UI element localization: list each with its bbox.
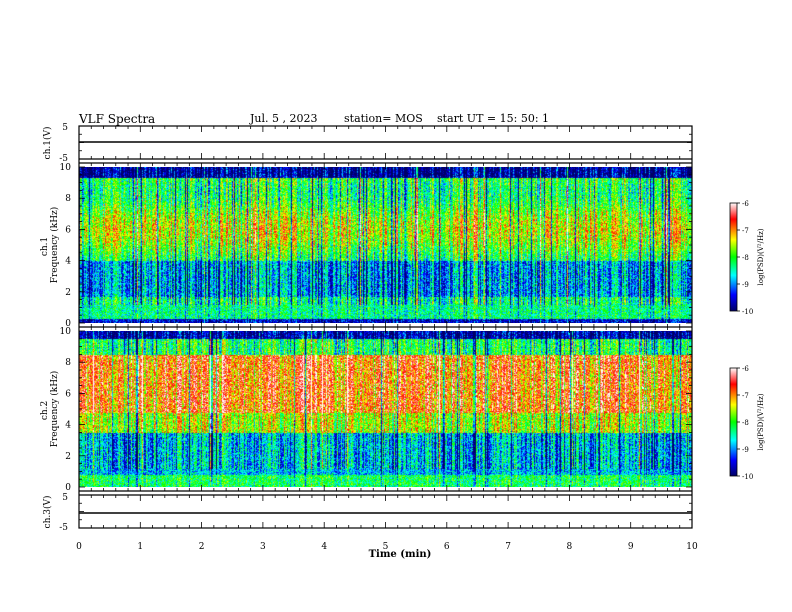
ch2-spectrogram-ylabel: ch.2 Frequency (kHz) bbox=[40, 371, 60, 448]
colorbar-tick-label: -8 bbox=[742, 254, 749, 262]
frequency-tick-label: 8 bbox=[65, 194, 71, 204]
ch2-colorbar-label: log(PSD)(V²/Hz) bbox=[757, 393, 765, 450]
colorbar-tick-label: -7 bbox=[742, 227, 749, 235]
colorbar-tick-label: -10 bbox=[742, 308, 753, 316]
ch1-spectrogram-ylabel-line1: ch.1 bbox=[40, 237, 50, 256]
ch2-colorbar-ticks: -6 -7 -8 -9 -10 bbox=[737, 365, 753, 481]
time-tick-label: 4 bbox=[321, 542, 327, 552]
frequency-tick-label: 8 bbox=[65, 358, 71, 368]
ch1-spectrogram-ylabel: ch.1 Frequency (kHz) bbox=[40, 207, 60, 284]
frequency-tick-label: 0 bbox=[65, 483, 71, 493]
time-tick-label: 7 bbox=[505, 542, 511, 552]
frequency-tick-label: 10 bbox=[60, 163, 72, 173]
time-tick-labels: 0 1 2 3 4 5 6 7 8 9 10 bbox=[76, 542, 698, 552]
chart-title: VLF Spectra bbox=[79, 112, 156, 126]
time-tick-label: 5 bbox=[383, 542, 389, 552]
frequency-tick-label: 10 bbox=[60, 327, 72, 337]
ch3-ytick-top: 5 bbox=[62, 493, 68, 503]
ch2-colorbar-scale bbox=[729, 367, 738, 477]
ch1-colorbar-ticks: -6 -7 -8 -9 -10 bbox=[737, 200, 753, 316]
ch2-spectrogram-ylabel-line1: ch.2 bbox=[40, 401, 50, 420]
ch1-waveform-ylabel: ch.1(V) bbox=[42, 127, 53, 160]
ch3-waveform-ylabel: ch.3(V) bbox=[42, 496, 53, 529]
ch1-colorbar: -6 -7 -8 -9 -10 log(PSD)(V²/Hz) bbox=[729, 200, 765, 316]
colorbar-tick-label: -9 bbox=[742, 446, 749, 454]
frequency-tick-label: 4 bbox=[65, 257, 71, 267]
ch1-ytick-top: 5 bbox=[62, 123, 68, 133]
colorbar-tick-label: -6 bbox=[742, 200, 749, 208]
time-tick-label: 0 bbox=[76, 542, 82, 552]
ch2-spectrogram-image bbox=[79, 331, 692, 487]
ch1-ytick-bottom: -5 bbox=[59, 154, 68, 164]
colorbar-tick-label: -6 bbox=[742, 365, 749, 373]
start-time-label: start UT = 15: 50: 1 bbox=[437, 112, 550, 125]
time-tick-label: 8 bbox=[567, 542, 573, 552]
time-tick-label: 3 bbox=[260, 542, 266, 552]
colorbar-tick-label: -8 bbox=[742, 419, 749, 427]
ch1-colorbar-label: log(PSD)(V²/Hz) bbox=[757, 228, 765, 285]
x-axis-label: Time (min) bbox=[369, 549, 432, 560]
frequency-tick-label: 6 bbox=[65, 225, 71, 235]
axis-ticks bbox=[78, 125, 693, 529]
colorbar-tick-label: -9 bbox=[742, 281, 749, 289]
time-tick-label: 9 bbox=[628, 542, 634, 552]
ch2-frequency-tick-labels: 0 2 4 6 8 10 bbox=[60, 327, 72, 493]
time-tick-label: 10 bbox=[686, 542, 698, 552]
frequency-tick-label: 0 bbox=[65, 319, 71, 329]
frequency-tick-label: 4 bbox=[65, 421, 71, 431]
ch2-spectrogram-ylabel-line2: Frequency (kHz) bbox=[49, 371, 60, 448]
frequency-tick-label: 6 bbox=[65, 389, 71, 399]
ch1-frequency-tick-labels: 0 2 4 6 8 10 bbox=[60, 163, 72, 329]
colorbar-tick-label: -10 bbox=[742, 473, 753, 481]
ch1-spectrogram-ylabel-line2: Frequency (kHz) bbox=[49, 207, 60, 284]
ch1-colorbar-scale bbox=[729, 202, 738, 312]
frequency-tick-label: 2 bbox=[65, 452, 71, 462]
time-tick-label: 2 bbox=[199, 542, 205, 552]
station-label: station= MOS bbox=[344, 112, 423, 125]
ch3-ytick-bottom: -5 bbox=[59, 523, 68, 533]
frequency-tick-label: 2 bbox=[65, 288, 71, 298]
ch1-spectrogram-image bbox=[79, 167, 692, 323]
colorbar-tick-label: -7 bbox=[742, 392, 749, 400]
time-tick-label: 1 bbox=[137, 542, 143, 552]
ch2-colorbar: -6 -7 -8 -9 -10 log(PSD)(V²/Hz) bbox=[729, 365, 765, 481]
time-tick-label: 6 bbox=[444, 542, 450, 552]
date-label: Jul. 5 , 2023 bbox=[250, 112, 318, 125]
